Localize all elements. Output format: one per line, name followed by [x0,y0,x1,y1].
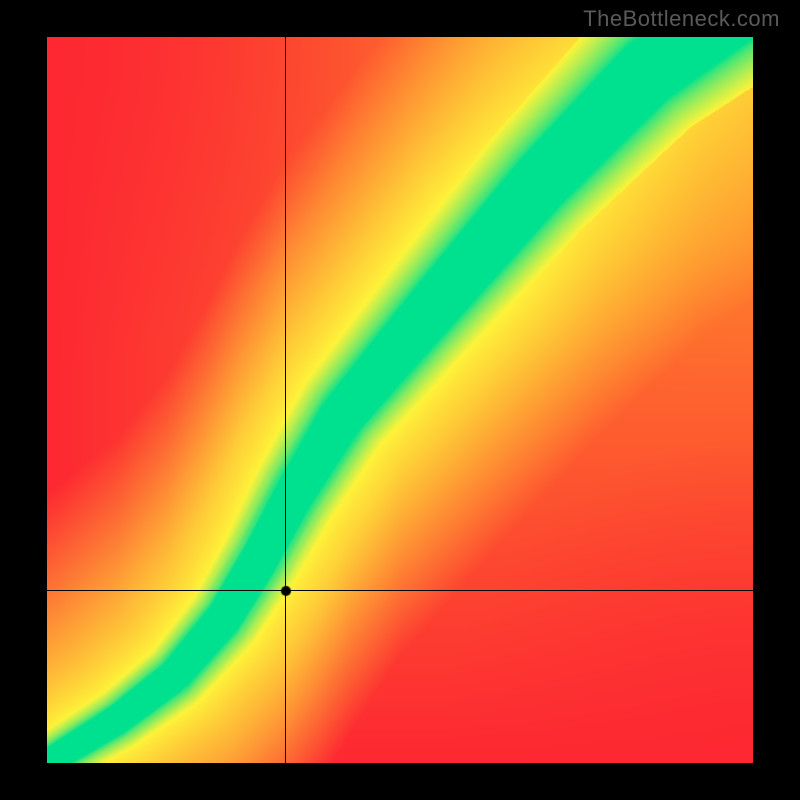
chart-container: TheBottleneck.com [0,0,800,800]
crosshair-vertical [285,37,286,763]
crosshair-horizontal [47,590,753,591]
watermark-text: TheBottleneck.com [583,6,780,32]
crosshair-marker [280,585,292,597]
bottleneck-heatmap [47,37,753,763]
